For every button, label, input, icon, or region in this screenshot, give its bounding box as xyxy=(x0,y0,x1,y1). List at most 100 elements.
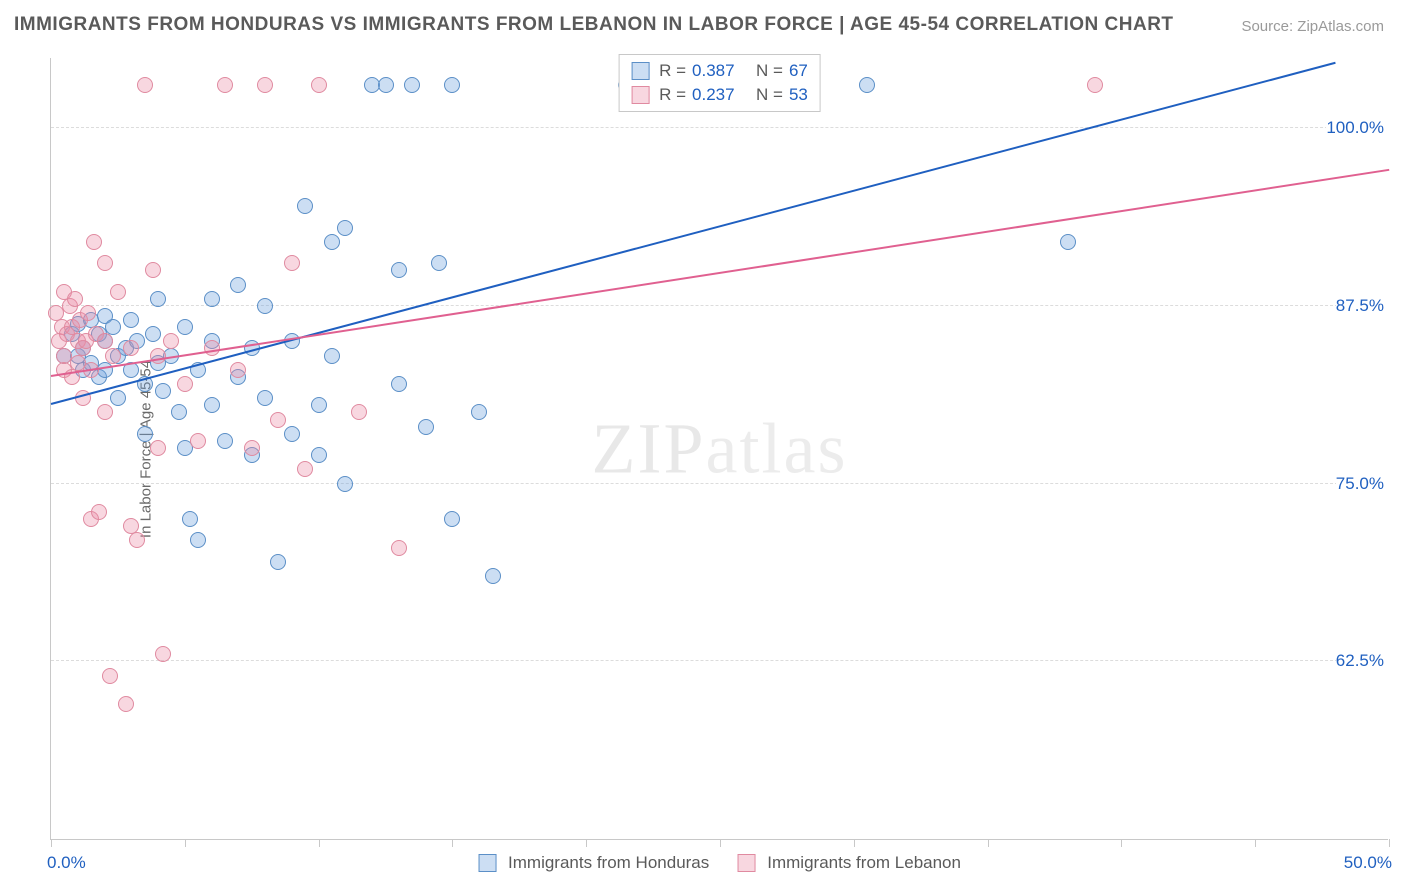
scatter-point-lebanon xyxy=(67,291,83,307)
scatter-point-honduras xyxy=(257,298,273,314)
legend-row-lebanon: R = 0.237 N = 53 xyxy=(631,83,808,107)
y-tick-label: 75.0% xyxy=(1336,474,1390,494)
scatter-point-honduras xyxy=(378,77,394,93)
scatter-point-honduras xyxy=(145,326,161,342)
r-label: R = xyxy=(659,59,686,83)
r-value-lebanon: 0.237 xyxy=(692,83,735,107)
scatter-point-lebanon xyxy=(80,305,96,321)
trend-line-lebanon xyxy=(51,169,1389,377)
legend-item-honduras: Immigrants from Honduras xyxy=(478,853,709,873)
scatter-point-honduras xyxy=(190,532,206,548)
scatter-point-honduras xyxy=(105,319,121,335)
legend-label-honduras: Immigrants from Honduras xyxy=(508,853,709,873)
scatter-point-lebanon xyxy=(230,362,246,378)
x-tick xyxy=(1255,839,1256,847)
scatter-point-lebanon xyxy=(137,77,153,93)
scatter-point-lebanon xyxy=(118,696,134,712)
scatter-point-lebanon xyxy=(163,333,179,349)
scatter-point-honduras xyxy=(110,390,126,406)
scatter-point-honduras xyxy=(444,77,460,93)
scatter-point-honduras xyxy=(324,348,340,364)
watermark: ZIPatlas xyxy=(592,407,848,490)
gridline-h xyxy=(51,483,1388,484)
scatter-point-honduras xyxy=(391,262,407,278)
scatter-point-honduras xyxy=(444,511,460,527)
legend-row-honduras: R = 0.387 N = 67 xyxy=(631,59,808,83)
scatter-point-honduras xyxy=(297,198,313,214)
scatter-point-honduras xyxy=(123,312,139,328)
scatter-point-honduras xyxy=(391,376,407,392)
scatter-point-lebanon xyxy=(217,77,233,93)
y-tick-label: 100.0% xyxy=(1326,118,1390,138)
scatter-point-honduras xyxy=(431,255,447,271)
scatter-point-lebanon xyxy=(1087,77,1103,93)
legend-label-lebanon: Immigrants from Lebanon xyxy=(767,853,961,873)
scatter-point-honduras xyxy=(204,397,220,413)
x-tick xyxy=(185,839,186,847)
x-tick xyxy=(1389,839,1390,847)
trend-line-honduras xyxy=(51,62,1336,405)
scatter-point-lebanon xyxy=(97,404,113,420)
scatter-point-lebanon xyxy=(297,461,313,477)
scatter-point-lebanon xyxy=(86,234,102,250)
legend-item-lebanon: Immigrants from Lebanon xyxy=(737,853,961,873)
scatter-point-lebanon xyxy=(150,440,166,456)
r-value-honduras: 0.387 xyxy=(692,59,735,83)
x-tick xyxy=(51,839,52,847)
scatter-point-lebanon xyxy=(91,504,107,520)
gridline-h xyxy=(51,305,1388,306)
x-tick xyxy=(988,839,989,847)
plot-area: In Labor Force | Age 45-54 ZIPatlas R = … xyxy=(50,58,1388,840)
scatter-point-lebanon xyxy=(190,433,206,449)
scatter-point-lebanon xyxy=(110,284,126,300)
legend-bottom: Immigrants from Honduras Immigrants from… xyxy=(478,853,961,873)
scatter-point-lebanon xyxy=(129,532,145,548)
scatter-point-honduras xyxy=(257,390,273,406)
scatter-point-honduras xyxy=(404,77,420,93)
x-tick xyxy=(319,839,320,847)
scatter-point-honduras xyxy=(337,476,353,492)
scatter-point-lebanon xyxy=(177,376,193,392)
legend-swatch-lebanon-icon xyxy=(737,854,755,872)
scatter-point-honduras xyxy=(485,568,501,584)
n-value-honduras: 67 xyxy=(789,59,808,83)
scatter-point-honduras xyxy=(137,426,153,442)
scatter-point-honduras xyxy=(155,383,171,399)
scatter-point-honduras xyxy=(1060,234,1076,250)
legend-correlation-box: R = 0.387 N = 67 R = 0.237 N = 53 xyxy=(618,54,821,112)
watermark-atlas: atlas xyxy=(706,408,848,488)
y-tick-label: 62.5% xyxy=(1336,651,1390,671)
chart-container: IMMIGRANTS FROM HONDURAS VS IMMIGRANTS F… xyxy=(0,0,1406,892)
scatter-point-lebanon xyxy=(351,404,367,420)
scatter-point-lebanon xyxy=(284,255,300,271)
scatter-point-honduras xyxy=(182,511,198,527)
x-tick xyxy=(452,839,453,847)
legend-swatch-honduras-icon xyxy=(478,854,496,872)
x-axis-end-label: 50.0% xyxy=(1344,853,1392,873)
scatter-point-lebanon xyxy=(102,668,118,684)
scatter-point-honduras xyxy=(471,404,487,420)
n-label: N = xyxy=(756,59,783,83)
scatter-point-lebanon xyxy=(105,348,121,364)
legend-swatch-lebanon xyxy=(631,86,649,104)
y-tick-label: 87.5% xyxy=(1336,296,1390,316)
scatter-point-honduras xyxy=(171,404,187,420)
x-tick xyxy=(720,839,721,847)
scatter-point-lebanon xyxy=(311,77,327,93)
source-label: Source: ZipAtlas.com xyxy=(1241,18,1384,35)
scatter-point-lebanon xyxy=(391,540,407,556)
scatter-point-honduras xyxy=(177,319,193,335)
x-axis-start-label: 0.0% xyxy=(47,853,86,873)
scatter-point-honduras xyxy=(284,426,300,442)
scatter-point-lebanon xyxy=(145,262,161,278)
n-label: N = xyxy=(756,83,783,107)
scatter-point-lebanon xyxy=(257,77,273,93)
scatter-point-lebanon xyxy=(244,440,260,456)
scatter-point-lebanon xyxy=(97,255,113,271)
scatter-point-lebanon xyxy=(155,646,171,662)
watermark-zip: ZIP xyxy=(592,408,706,488)
chart-title: IMMIGRANTS FROM HONDURAS VS IMMIGRANTS F… xyxy=(14,14,1174,36)
scatter-point-lebanon xyxy=(123,340,139,356)
scatter-point-honduras xyxy=(230,277,246,293)
x-tick xyxy=(1121,839,1122,847)
